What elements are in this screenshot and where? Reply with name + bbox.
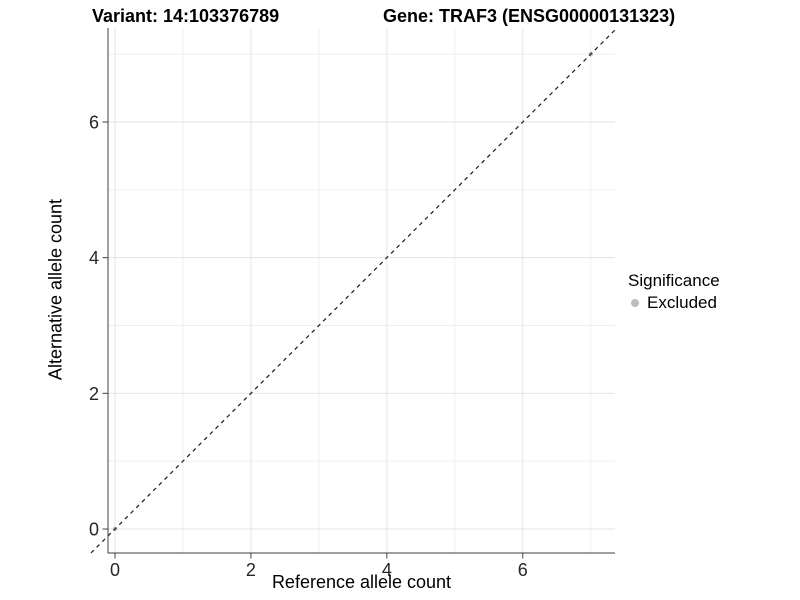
y-tick-label: 0 — [89, 519, 99, 539]
legend: Significance Excluded — [628, 270, 720, 313]
plot-title-gene: Gene: TRAF3 (ENSG00000131323) — [383, 6, 676, 26]
legend-point-icon — [631, 299, 639, 307]
plot-title-variant: Variant: 14:103376789 — [92, 6, 280, 26]
y-tick-label: 4 — [89, 248, 99, 268]
y-axis-title: Alternative allele count — [45, 198, 66, 381]
y-tick-label: 2 — [89, 384, 99, 404]
y-tick-label: 6 — [89, 113, 99, 133]
x-tick-label: 6 — [518, 560, 528, 580]
legend-title: Significance — [628, 271, 720, 290]
legend-item-excluded: Excluded — [631, 293, 720, 313]
legend-item-label: Excluded — [647, 293, 717, 312]
x-axis-title: Reference allele count — [271, 572, 452, 592]
x-tick-label: 4 — [382, 560, 392, 580]
x-tick-label: 0 — [110, 560, 120, 580]
identity-dashed-line — [90, 27, 618, 554]
x-tick-label: 2 — [246, 560, 256, 580]
